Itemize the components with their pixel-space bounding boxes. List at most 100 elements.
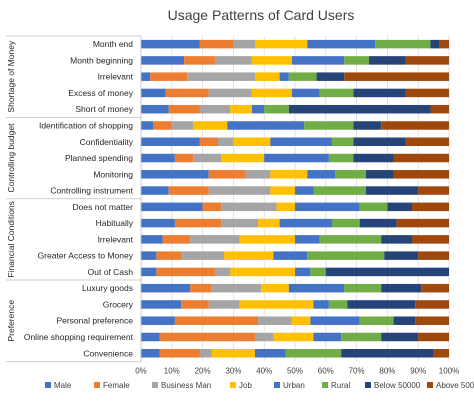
x-tick-label: 30% bbox=[225, 366, 241, 375]
bar-segment bbox=[171, 121, 194, 130]
category-label: Grocery bbox=[103, 299, 134, 309]
category-label: Monitoring bbox=[93, 169, 133, 179]
bar-segment bbox=[230, 104, 252, 114]
bar-segment bbox=[433, 349, 449, 358]
bar-segment bbox=[254, 39, 308, 49]
bar-segment bbox=[141, 39, 200, 49]
grid bbox=[140, 36, 450, 362]
bar-segment bbox=[141, 251, 157, 260]
x-axis-ticks: 0% 10% 20% 30% 40% 50% 60% 70% 80% 90% 100% bbox=[135, 366, 459, 375]
bar-segment bbox=[270, 186, 295, 195]
bar-segment bbox=[211, 349, 255, 358]
bar-segment bbox=[150, 72, 188, 81]
bar-segment bbox=[439, 39, 449, 49]
bars bbox=[141, 39, 449, 358]
bar-segment bbox=[193, 153, 222, 163]
bar-segment bbox=[310, 316, 360, 325]
bar-segment bbox=[156, 251, 182, 260]
legend-label: Rural bbox=[331, 381, 350, 390]
legend-swatch bbox=[322, 382, 328, 388]
category-label: Month end bbox=[93, 39, 133, 49]
bar-segment bbox=[405, 56, 449, 65]
bar-segment bbox=[335, 170, 366, 179]
category-label: Greater Access to Money bbox=[38, 251, 134, 261]
bar-segment bbox=[365, 170, 394, 179]
bar-segment bbox=[415, 316, 449, 325]
bar-segment bbox=[239, 300, 314, 309]
bar-segment bbox=[181, 300, 209, 309]
legend: Male Female Business Man Job Urban Rural Below… bbox=[45, 381, 474, 390]
bar-segment bbox=[199, 104, 231, 114]
legend-swatch bbox=[45, 382, 51, 388]
bar-segment bbox=[254, 72, 280, 81]
legend-swatch bbox=[365, 382, 371, 388]
bar-segment bbox=[341, 332, 382, 342]
bar-segment bbox=[359, 218, 397, 228]
bar-segment bbox=[251, 104, 265, 114]
bar-segment bbox=[141, 88, 166, 98]
x-tick-label: 40% bbox=[256, 366, 272, 375]
bar-segment bbox=[233, 137, 271, 147]
group-label: Financial Conditions bbox=[6, 201, 16, 278]
x-tick-label: 50% bbox=[287, 366, 303, 375]
bar-segment bbox=[430, 39, 440, 49]
legend-swatch bbox=[274, 382, 280, 388]
x-tick-label: 100% bbox=[439, 366, 459, 375]
bar-segment bbox=[405, 88, 449, 98]
bar-segment bbox=[412, 235, 449, 244]
bar-segment bbox=[208, 170, 246, 179]
bar-segment bbox=[141, 332, 160, 342]
bar-segment bbox=[141, 186, 169, 195]
category-label: Short of money bbox=[75, 104, 133, 114]
bar-segment bbox=[381, 235, 413, 244]
bar-segment bbox=[421, 283, 449, 293]
group-labels: Shortage of Money Controlling budget Finan… bbox=[6, 35, 142, 362]
bar-segment bbox=[141, 170, 209, 179]
bar-segment bbox=[174, 316, 259, 325]
category-label: Online shopping requirement bbox=[24, 332, 134, 342]
legend-swatch bbox=[94, 382, 100, 388]
bar-segment bbox=[153, 121, 172, 130]
bar-segment bbox=[141, 300, 182, 309]
bar-segment bbox=[295, 186, 314, 195]
bar-segment bbox=[412, 202, 449, 212]
bar-segment bbox=[245, 170, 271, 179]
bar-segment bbox=[156, 267, 215, 277]
bar-segment bbox=[313, 300, 329, 309]
bar-segment bbox=[141, 316, 175, 325]
bar-segment bbox=[208, 186, 271, 195]
bar-segment bbox=[381, 283, 422, 293]
bar-segment bbox=[168, 186, 209, 195]
bar-segment bbox=[199, 349, 212, 358]
bar-segment bbox=[344, 56, 369, 65]
bar-segment bbox=[359, 316, 394, 325]
bar-segment bbox=[221, 218, 259, 228]
bar-segment bbox=[307, 39, 376, 49]
bar-segment bbox=[313, 186, 366, 195]
bar-segment bbox=[295, 235, 320, 244]
bar-segment bbox=[375, 39, 431, 49]
bar-segment bbox=[288, 104, 431, 114]
bar-segment bbox=[211, 283, 262, 293]
bar-segment bbox=[295, 202, 360, 212]
bar-segment bbox=[190, 283, 212, 293]
bar-segment bbox=[251, 56, 292, 65]
bar-segment bbox=[141, 235, 163, 244]
bar-segment bbox=[214, 267, 231, 277]
bar-segment bbox=[199, 39, 234, 49]
category-label: Out of Cash bbox=[88, 267, 134, 277]
bar-segment bbox=[258, 316, 292, 325]
bar-segment bbox=[344, 72, 449, 81]
x-tick-label: 0% bbox=[135, 366, 147, 375]
bar-segment bbox=[325, 267, 449, 277]
bar-segment bbox=[230, 267, 295, 277]
category-label: Habitually bbox=[96, 218, 134, 228]
x-tick-label: 20% bbox=[195, 366, 211, 375]
bar-segment bbox=[141, 267, 157, 277]
bar-segment bbox=[141, 137, 200, 147]
bar-segment bbox=[270, 170, 308, 179]
bar-segment bbox=[227, 121, 305, 130]
bar-segment bbox=[239, 235, 295, 244]
bar-segment bbox=[254, 332, 274, 342]
bar-segment bbox=[233, 39, 255, 49]
